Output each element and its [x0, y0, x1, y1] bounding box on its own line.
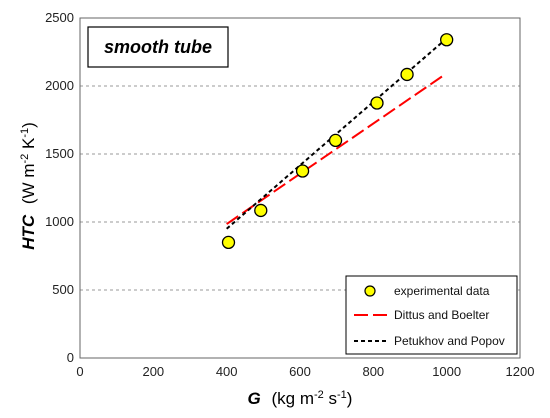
y-tick-labels: 0 500 1000 1500 2000 2500	[45, 10, 74, 365]
horizontal-gridlines	[80, 85, 520, 291]
inset-label-box: smooth tube	[87, 26, 229, 68]
y-tick-label: 1500	[45, 146, 74, 161]
legend: experimental data Dittus and Boelter Pet…	[345, 275, 518, 355]
y-tick-label: 1000	[45, 214, 74, 229]
legend-label-dittus: Dittus and Boelter	[394, 308, 489, 322]
experimental-data-point	[254, 203, 268, 218]
legend-label-petukhov: Petukhov and Popov	[394, 334, 505, 348]
x-tick-label: 1000	[432, 364, 461, 379]
x-axis-title: G (kg m-2 s-1)	[248, 389, 353, 408]
experimental-data-point	[295, 164, 310, 178]
dittus-boelter-line	[226, 74, 444, 225]
x-tick-label: 0	[76, 364, 83, 379]
y-tick-label: 2000	[45, 78, 74, 93]
x-tick-label: 600	[289, 364, 311, 379]
experimental-points	[221, 33, 454, 250]
petukhov-popov-line	[226, 37, 448, 230]
x-tick-label: 800	[362, 364, 384, 379]
experimental-data-point	[440, 33, 454, 47]
experimental-data-point	[400, 67, 414, 82]
x-tick-label: 400	[216, 364, 238, 379]
legend-label-experimental: experimental data	[394, 284, 490, 298]
y-tick-label: 2500	[45, 10, 74, 25]
plot-area-frame	[79, 17, 521, 359]
experimental-data-point	[328, 133, 343, 148]
legend-marker-experimental	[364, 285, 376, 297]
y-tick-label: 0	[67, 350, 74, 365]
x-tick-label: 200	[142, 364, 164, 379]
experimental-data-point	[370, 96, 384, 110]
y-tick-label: 500	[52, 282, 74, 297]
x-tick-label: 1200	[506, 364, 535, 379]
x-tick-labels: 0 200 400 600 800 1000 1200	[76, 364, 534, 379]
model-lines	[226, 37, 448, 230]
y-axis-title: HTC (W m-2 K-1)	[19, 122, 38, 250]
experimental-data-point	[221, 235, 236, 250]
inset-label: smooth tube	[104, 37, 212, 57]
